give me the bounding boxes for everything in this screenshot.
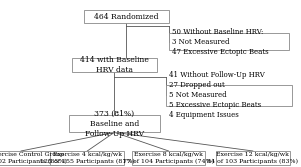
FancyBboxPatch shape bbox=[84, 10, 169, 23]
Text: 464 Randomized: 464 Randomized bbox=[94, 13, 159, 21]
FancyBboxPatch shape bbox=[0, 151, 58, 165]
FancyBboxPatch shape bbox=[166, 85, 292, 106]
Text: No Exercise Control Group
87 of 102 Participants (85%): No Exercise Control Group 87 of 102 Part… bbox=[0, 152, 67, 164]
Text: 414 with Baseline
HRV data: 414 with Baseline HRV data bbox=[80, 56, 149, 74]
FancyBboxPatch shape bbox=[72, 58, 157, 72]
Text: 373 (81%)
Baseline and
Follow-Up HRV: 373 (81%) Baseline and Follow-Up HRV bbox=[85, 110, 144, 138]
FancyBboxPatch shape bbox=[216, 151, 290, 165]
FancyBboxPatch shape bbox=[169, 33, 289, 50]
FancyBboxPatch shape bbox=[69, 115, 160, 132]
FancyBboxPatch shape bbox=[50, 151, 124, 165]
Text: 41 Without Follow-Up HRV
27 Dropped out
5 Not Measured
5 Excessive Ectopic Beats: 41 Without Follow-Up HRV 27 Dropped out … bbox=[169, 71, 264, 119]
Text: 50 Without Baseline HRV:
3 Not Measured
47 Excessive Ectopic Beats: 50 Without Baseline HRV: 3 Not Measured … bbox=[172, 28, 268, 56]
Text: Exercise 8 kcal/kg/wk
77 of 104 Participants (74%): Exercise 8 kcal/kg/wk 77 of 104 Particip… bbox=[123, 152, 214, 164]
Text: Exercise 4 kcal/kg/wk
125 of 155 Participants (81%): Exercise 4 kcal/kg/wk 125 of 155 Partici… bbox=[40, 152, 135, 164]
FancyBboxPatch shape bbox=[132, 151, 206, 165]
Text: Exercise 12 kcal/kg/wk
84 of 103 Participants (83%): Exercise 12 kcal/kg/wk 84 of 103 Partici… bbox=[207, 152, 298, 164]
